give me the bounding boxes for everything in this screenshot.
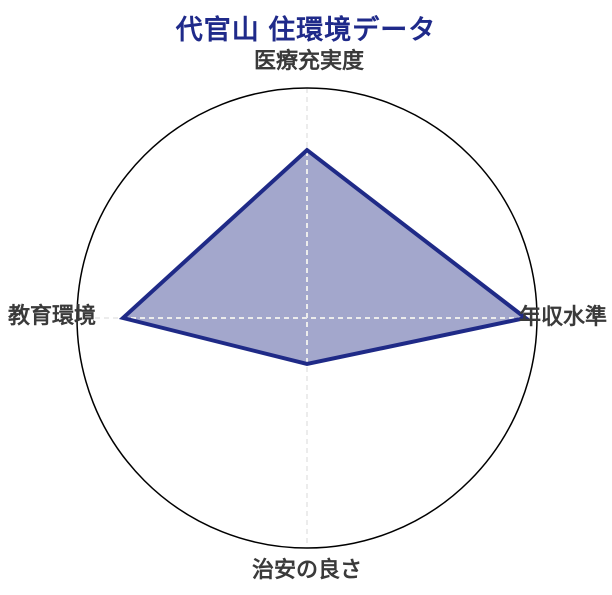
chart-title: 代官山 住環境データ	[175, 15, 437, 45]
axis-label-safety: 治安の良さ	[251, 556, 363, 582]
axis-label-medical: 医療充実度	[253, 48, 365, 73]
axis-label-education: 教育環境	[8, 302, 97, 328]
radar-polygon-fill	[123, 150, 526, 364]
radar-outer-circle	[76, 87, 538, 549]
axis-label-income: 年収水準	[519, 303, 608, 329]
radar-polygon-outline	[118, 147, 531, 367]
